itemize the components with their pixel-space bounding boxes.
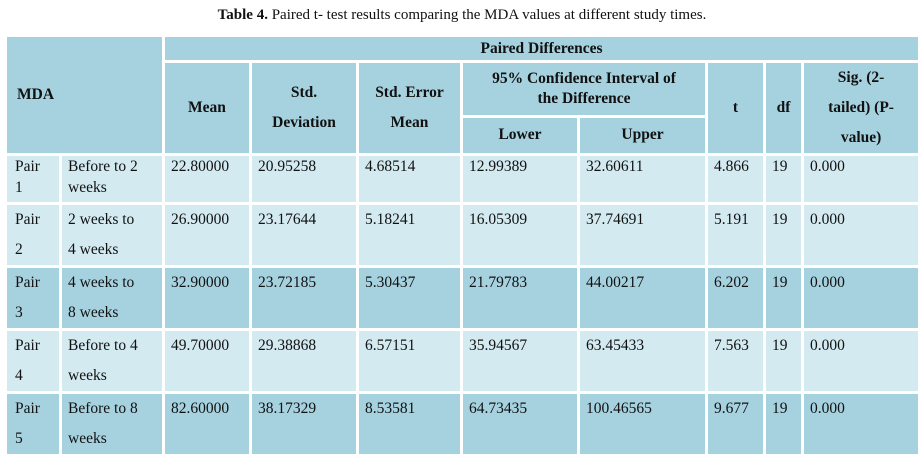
header-std-error-line1: Std. Error (375, 84, 444, 101)
se-cell: 6.57151 (356, 328, 463, 394)
sd-cell: 29.38868 (249, 328, 359, 394)
p-cell: 0.000 (800, 265, 922, 331)
sd-cell: 23.72185 (249, 265, 359, 331)
pair-word: Pair (15, 337, 40, 354)
comparison-label: Before to 4 weeks (59, 328, 165, 394)
table-row: Pair 2 2 weeks to 4 weeks 26.90000 23.1764… (4, 202, 922, 268)
mean-cell: 26.90000 (162, 202, 252, 268)
header-df: df (763, 60, 804, 156)
lower-cell: 16.05309 (460, 202, 580, 268)
t-cell: 9.677 (705, 391, 766, 457)
header-sig-line2: tailed) (P- (828, 99, 894, 116)
p-cell: 0.000 (800, 202, 922, 268)
upper-cell: 32.60611 (577, 153, 708, 205)
se-cell: 5.18241 (356, 202, 463, 268)
pair-label: Pair 3 (4, 265, 62, 331)
mean-cell: 49.70000 (162, 328, 252, 394)
lower-cell: 12.99389 (460, 153, 580, 205)
comparison-line1: Before to 2 (68, 158, 138, 175)
comparison-label: 4 weeks to 8 weeks (59, 265, 165, 331)
upper-cell: 100.46565 (577, 391, 708, 457)
caption-label: Table 4. (217, 7, 268, 23)
comparison-line1: Before to 8 (68, 400, 138, 417)
lower-cell: 35.94567 (460, 328, 580, 394)
pair-word: Pair (15, 158, 40, 175)
se-cell: 8.53581 (356, 391, 463, 457)
header-ci-line1: 95% Confidence Interval of (492, 69, 676, 87)
df-cell: 19 (763, 153, 804, 205)
df-cell: 19 (763, 202, 804, 268)
pair-number: 4 (15, 367, 23, 384)
pair-number: 2 (15, 241, 23, 258)
table-row: Pair 1 Before to 2 weeks 22.80000 20.95258… (4, 153, 922, 205)
sd-cell: 23.17644 (249, 202, 359, 268)
header-std-error-line2: Mean (390, 114, 429, 131)
df-cell: 19 (763, 265, 804, 331)
upper-cell: 37.74691 (577, 202, 708, 268)
comparison-line2: 8 weeks (68, 304, 119, 321)
table-row: Pair 4 Before to 4 weeks 49.70000 29.38868… (4, 328, 922, 394)
se-cell: 4.68514 (356, 153, 463, 205)
mean-cell: 82.60000 (162, 391, 252, 457)
header-sig-line1: Sig. (2- (837, 69, 885, 86)
comparison-line1: 4 weeks to (68, 274, 135, 291)
comparison-line1: Before to 4 (68, 337, 138, 354)
t-cell: 6.202 (705, 265, 766, 331)
comparison-line2: 4 weeks (68, 241, 119, 258)
header-lower: Lower (460, 114, 580, 157)
caption-text: Paired t- test results comparing the MDA… (267, 7, 707, 23)
mean-cell: 22.80000 (162, 153, 252, 205)
p-cell: 0.000 (800, 391, 922, 457)
comparison-label: Before to 2 weeks (59, 153, 165, 205)
t-cell: 7.563 (705, 328, 766, 394)
header-ci-line2: the Difference (537, 89, 631, 107)
header-std-deviation-line1: Std. (290, 84, 318, 101)
p-cell: 0.000 (800, 328, 922, 394)
comparison-line2: weeks (68, 430, 107, 447)
upper-cell: 63.45433 (577, 328, 708, 394)
header-mda: MDA (4, 34, 165, 156)
p-cell: 0.000 (800, 153, 922, 205)
comparison-line2: weeks (68, 367, 107, 384)
header-mean: Mean (162, 60, 252, 156)
header-confidence-interval: 95% Confidence Interval of the Differenc… (460, 60, 708, 118)
lower-cell: 64.73435 (460, 391, 580, 457)
pair-word: Pair (15, 274, 40, 291)
header-std-deviation-line2: Deviation (272, 114, 336, 131)
pair-number: 3 (15, 304, 23, 321)
pair-word: Pair (15, 211, 40, 228)
pair-label: Pair 4 (4, 328, 62, 394)
se-cell: 5.30437 (356, 265, 463, 331)
table-caption: Table 4. Paired t- test results comparin… (0, 0, 924, 25)
pair-number: 1 (15, 179, 23, 196)
paired-t-test-table: MDA Paired Differences Mean Std. Deviati… (4, 34, 922, 457)
comparison-label: 2 weeks to 4 weeks (59, 202, 165, 268)
header-std-deviation: Std. Deviation (249, 60, 359, 156)
header-upper: Upper (577, 114, 708, 157)
t-cell: 5.191 (705, 202, 766, 268)
df-cell: 19 (763, 391, 804, 457)
mean-cell: 32.90000 (162, 265, 252, 331)
sd-cell: 20.95258 (249, 153, 359, 205)
comparison-line1: 2 weeks to (68, 211, 135, 228)
header-std-error-mean: Std. Error Mean (356, 60, 463, 156)
pair-label: Pair 1 (4, 153, 62, 205)
table-row: Pair 3 4 weeks to 8 weeks 32.90000 23.7218… (4, 265, 922, 331)
header-sig-line3: value) (840, 129, 882, 146)
header-t: t (705, 60, 766, 156)
header-paired-differences: Paired Differences (161, 34, 922, 63)
header-sig: Sig. (2- tailed) (P- value) (800, 60, 922, 156)
table-row: Pair 5 Before to 8 weeks 82.60000 38.17329… (4, 391, 922, 457)
df-cell: 19 (763, 328, 804, 394)
comparison-label: Before to 8 weeks (59, 391, 165, 457)
pair-number: 5 (15, 430, 23, 447)
pair-word: Pair (15, 400, 40, 417)
upper-cell: 44.00217 (577, 265, 708, 331)
comparison-line2: weeks (68, 179, 107, 196)
sd-cell: 38.17329 (249, 391, 359, 457)
lower-cell: 21.79783 (460, 265, 580, 331)
t-cell: 4.866 (705, 153, 766, 205)
pair-label: Pair 5 (4, 391, 62, 457)
pair-label: Pair 2 (4, 202, 62, 268)
